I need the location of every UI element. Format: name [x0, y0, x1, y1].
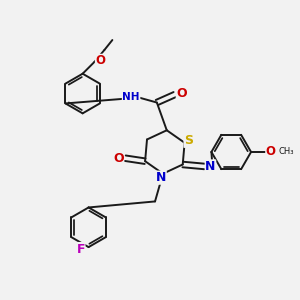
Text: NH: NH [122, 92, 140, 102]
Text: O: O [113, 152, 124, 165]
Text: S: S [184, 134, 193, 147]
Text: O: O [95, 54, 106, 67]
Text: F: F [76, 243, 85, 256]
Text: O: O [176, 87, 187, 100]
Text: N: N [205, 160, 216, 173]
Text: N: N [156, 171, 166, 184]
Text: CH₃: CH₃ [279, 148, 294, 157]
Text: O: O [266, 146, 276, 158]
